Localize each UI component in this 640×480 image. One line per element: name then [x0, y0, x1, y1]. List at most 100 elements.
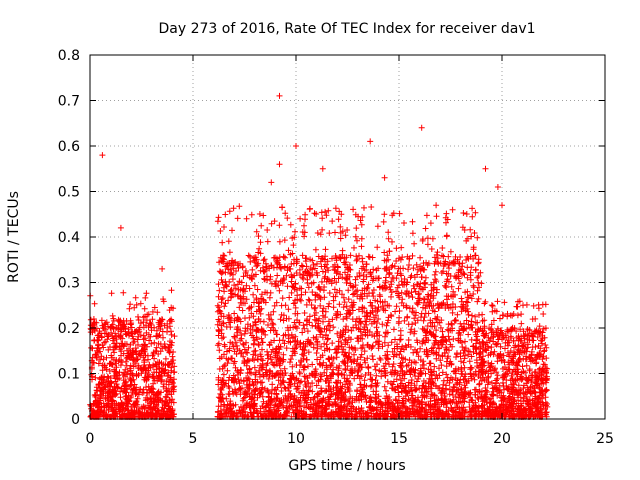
data-point	[259, 379, 266, 386]
data-point	[169, 360, 176, 367]
data-point	[334, 371, 341, 378]
data-point	[153, 332, 160, 339]
data-point	[307, 205, 313, 212]
data-point	[256, 211, 263, 217]
data-point	[460, 210, 467, 216]
data-point	[370, 293, 377, 300]
data-point	[135, 313, 141, 320]
data-point	[221, 303, 228, 310]
data-point	[250, 340, 257, 347]
data-point	[469, 312, 475, 319]
data-point	[117, 388, 124, 395]
data-point	[352, 233, 359, 240]
data-point	[518, 311, 525, 318]
data-point	[130, 363, 137, 370]
data-point	[422, 310, 429, 317]
data-point	[447, 248, 454, 255]
data-point	[98, 317, 105, 324]
data-point	[225, 238, 232, 245]
data-point	[326, 230, 333, 237]
data-point	[99, 379, 106, 386]
data-points	[87, 92, 551, 420]
data-point	[149, 363, 156, 370]
data-point	[470, 291, 477, 297]
data-point	[279, 295, 286, 302]
data-point	[99, 374, 106, 381]
data-point	[398, 244, 405, 251]
chart-title: Day 273 of 2016, Rate Of TEC Index for r…	[158, 21, 535, 37]
data-point	[139, 389, 146, 396]
data-point	[326, 300, 333, 307]
data-point	[168, 331, 175, 338]
data-point	[116, 408, 123, 415]
data-point	[231, 282, 238, 289]
data-point	[151, 339, 158, 346]
data-point	[91, 337, 98, 343]
data-point	[111, 408, 118, 415]
data-point	[162, 355, 169, 362]
data-point	[256, 367, 262, 374]
data-point	[383, 265, 389, 272]
data-point	[314, 230, 321, 236]
data-point	[457, 376, 464, 383]
data-point	[104, 333, 111, 340]
data-point	[93, 355, 100, 361]
data-point	[381, 249, 388, 256]
data-point	[361, 204, 367, 211]
data-point	[117, 346, 124, 353]
data-point	[155, 389, 162, 396]
data-point	[250, 322, 257, 329]
data-point	[143, 384, 149, 391]
data-point	[153, 366, 160, 373]
data-point	[126, 354, 133, 361]
data-point	[264, 227, 271, 233]
data-point	[95, 381, 102, 388]
data-point	[318, 209, 325, 216]
data-point	[408, 326, 415, 333]
data-point	[249, 266, 256, 273]
data-point	[445, 333, 452, 340]
data-point	[365, 363, 372, 370]
data-point	[160, 383, 167, 390]
data-point	[169, 406, 176, 413]
data-point	[113, 400, 120, 407]
data-point	[145, 356, 151, 363]
data-point	[92, 374, 99, 381]
data-point	[376, 291, 383, 298]
data-point	[266, 342, 273, 349]
data-point	[103, 319, 110, 326]
data-point	[305, 284, 312, 291]
data-point	[281, 365, 288, 372]
data-point	[146, 337, 153, 344]
data-point	[451, 317, 458, 324]
data-point	[540, 311, 547, 317]
data-point	[98, 334, 105, 341]
data-point	[265, 388, 272, 395]
data-point	[135, 341, 141, 348]
data-point	[397, 332, 404, 339]
data-point	[143, 377, 150, 384]
data-point	[234, 367, 241, 374]
data-point	[446, 265, 452, 272]
data-point	[137, 300, 144, 307]
data-point	[127, 394, 134, 401]
data-point	[345, 296, 352, 303]
data-point	[523, 301, 530, 308]
data-point	[449, 387, 456, 394]
data-point	[353, 225, 360, 232]
data-point	[310, 261, 317, 268]
data-point	[130, 376, 137, 383]
data-point	[89, 324, 96, 331]
data-point	[475, 279, 482, 286]
data-point	[164, 391, 171, 398]
data-point	[117, 332, 124, 339]
data-point	[442, 283, 449, 289]
data-point	[133, 370, 140, 377]
data-point	[121, 343, 127, 350]
data-point	[362, 372, 369, 378]
data-point	[407, 329, 414, 336]
data-point	[128, 324, 135, 331]
data-point	[434, 249, 441, 256]
data-point	[358, 351, 365, 358]
data-point	[384, 378, 391, 385]
